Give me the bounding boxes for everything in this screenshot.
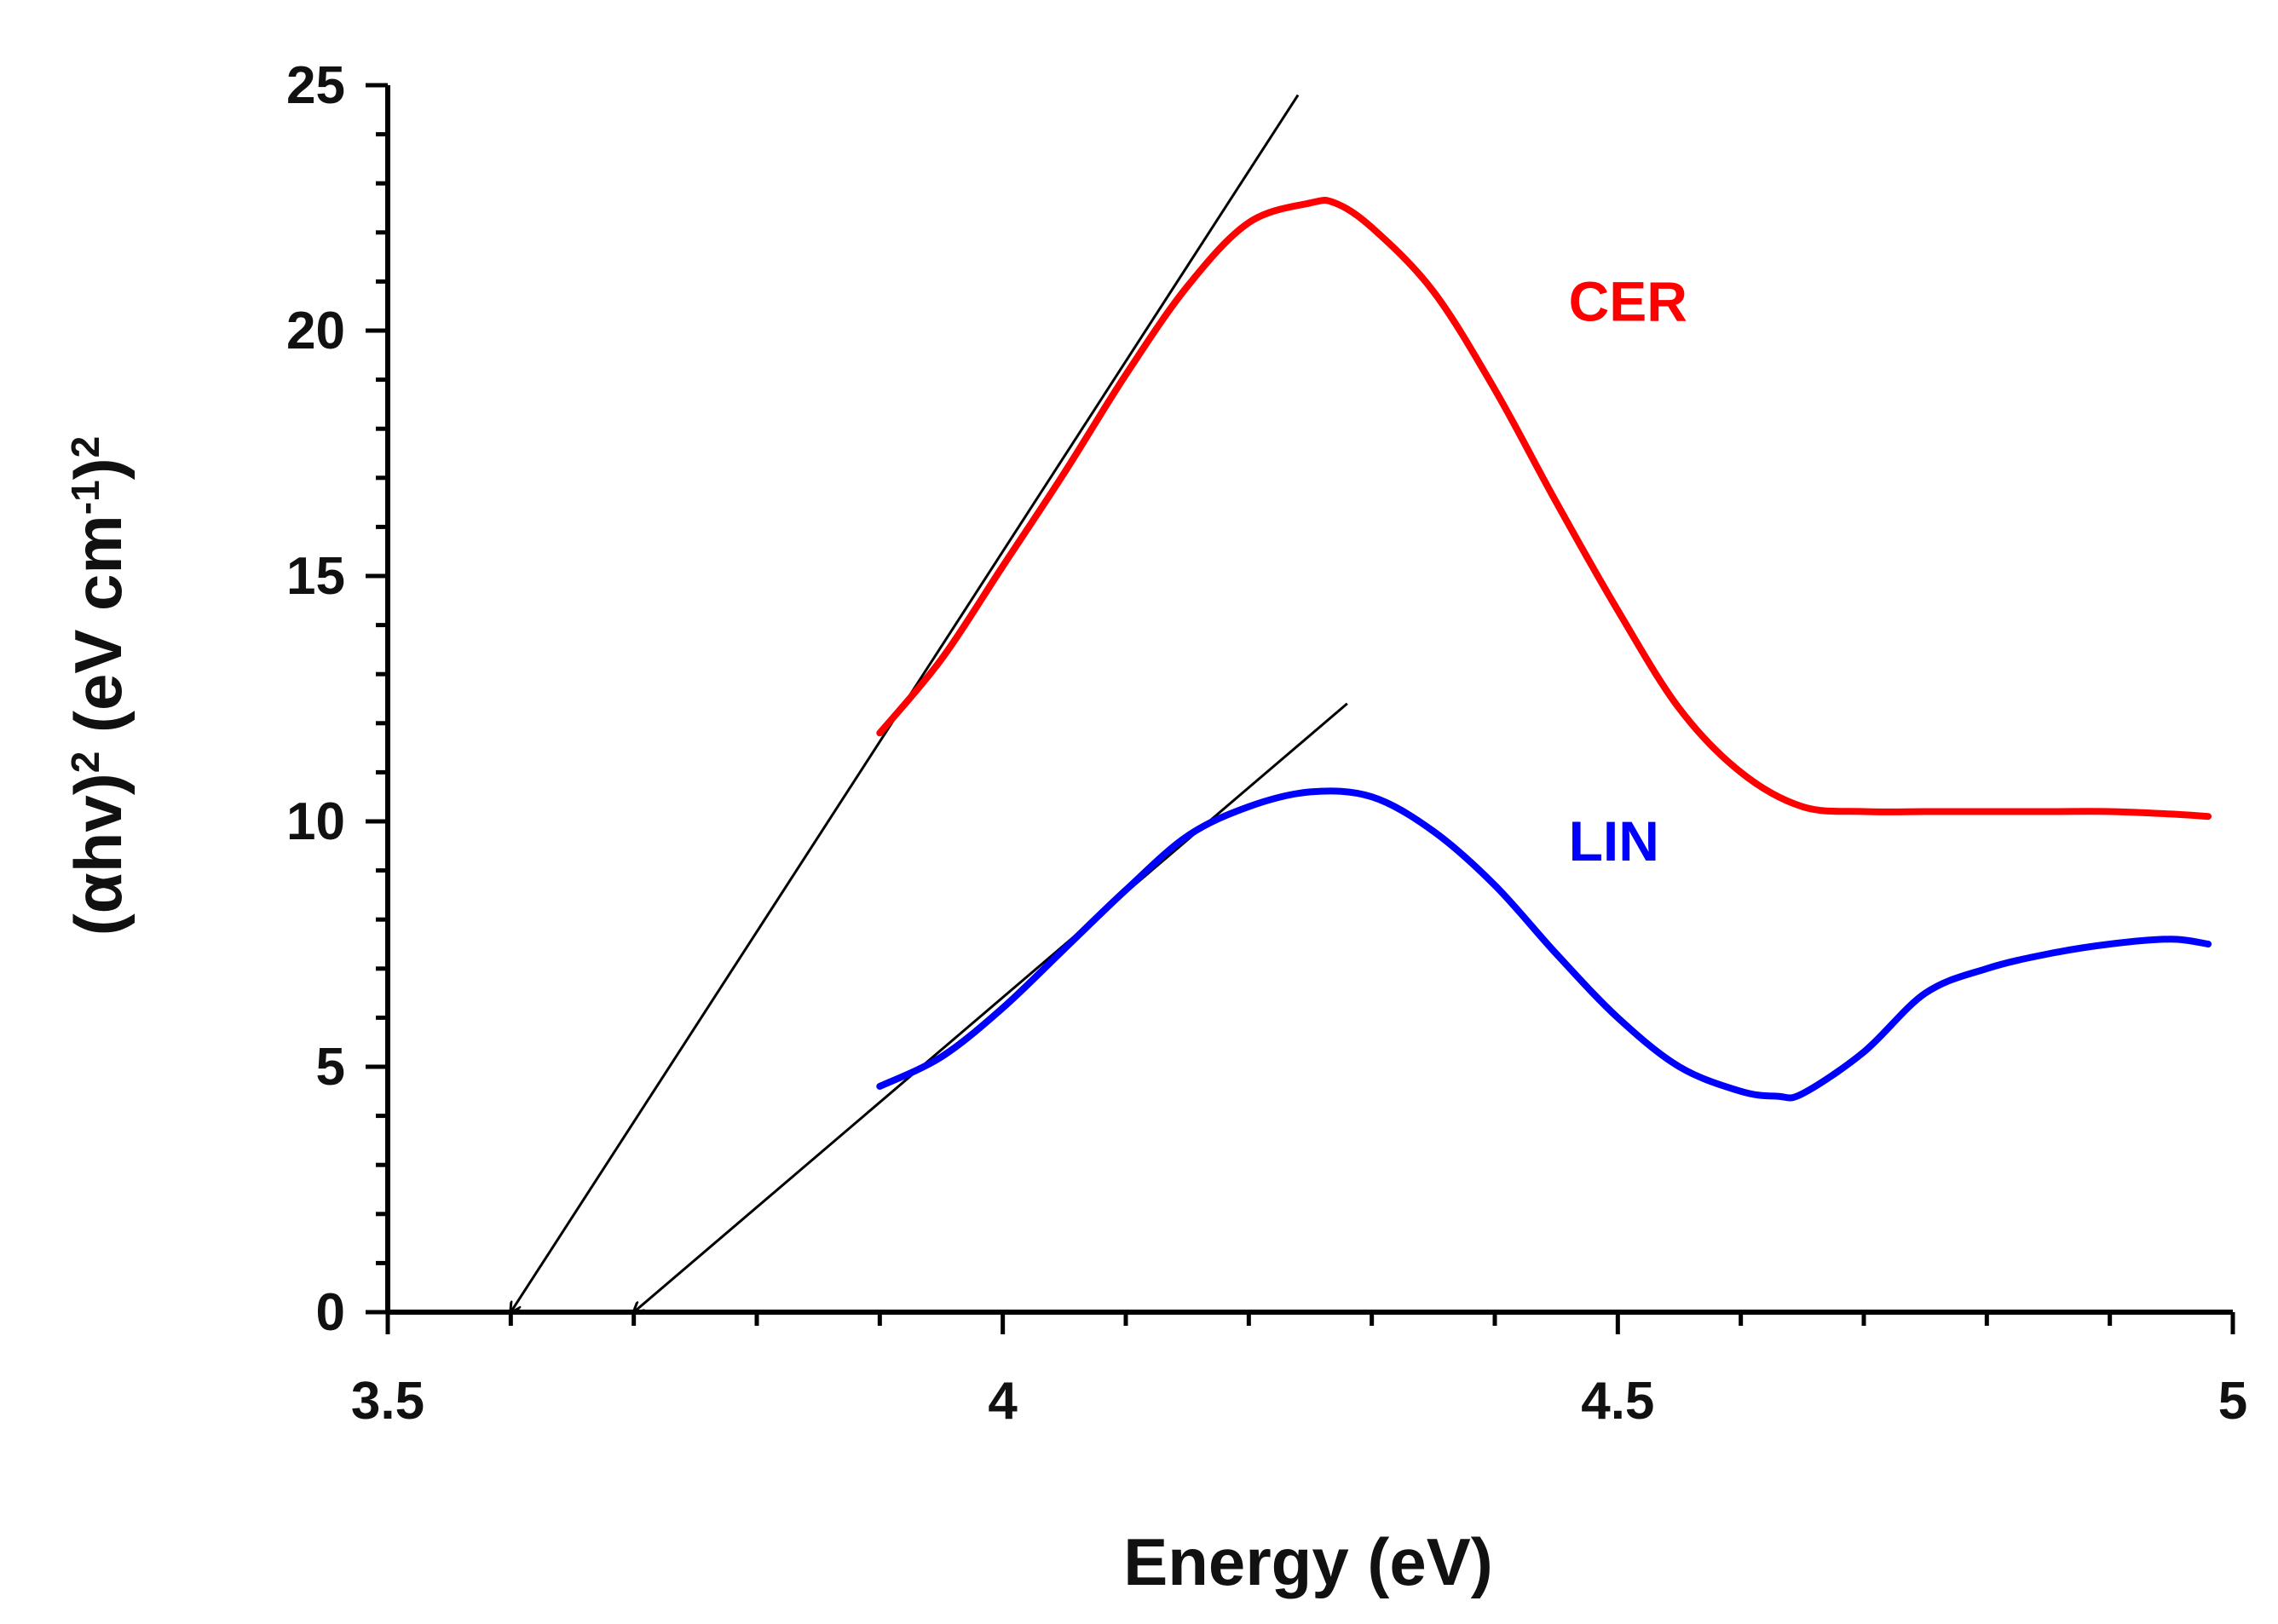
series-label-lin: LIN	[1569, 809, 1659, 872]
axes	[385, 85, 2233, 1315]
axis-ticks	[366, 83, 2235, 1334]
fit-line-lin	[634, 702, 1348, 1312]
y-axis-title-unit-open: (eV cm	[61, 515, 136, 751]
x-tick-label: 5	[2218, 1372, 2247, 1431]
y-tick-label: 25	[286, 56, 345, 115]
y-tick-label: 10	[286, 792, 345, 851]
y-tick-label: 20	[286, 302, 345, 360]
series-line-cer	[876, 196, 2212, 821]
series-line-lin	[876, 787, 2212, 1102]
y-tick-label: 15	[286, 547, 345, 606]
y-axis-title-sup2: -1	[63, 480, 107, 515]
y-tick-label: 0	[316, 1283, 345, 1342]
x-tick-label: 3.5	[351, 1372, 424, 1431]
x-tick-label: 4.5	[1581, 1372, 1654, 1431]
series-annotations: CER LIN	[1569, 269, 1687, 872]
fit-lines	[510, 94, 1348, 1312]
y-axis-title-sup1: 2	[63, 752, 107, 774]
x-tick-label: 4	[988, 1372, 1018, 1431]
y-axis-title-alpha: (αhv)	[61, 773, 136, 936]
x-axis-title: Energy (eV)	[1123, 1524, 1492, 1599]
y-axis-title-sup3: 2	[63, 436, 107, 458]
y-axis-title-unit-close: )	[61, 458, 136, 480]
series-label-cer: CER	[1569, 269, 1687, 332]
y-axis-title: (αhv)2 (eV cm-1)2	[61, 436, 136, 936]
y-tick-label: 5	[316, 1038, 345, 1097]
series-lines	[876, 196, 2212, 1102]
tick-labels: 0 5 10 15 20 25 3.5 4 4.5 5	[286, 56, 2247, 1431]
